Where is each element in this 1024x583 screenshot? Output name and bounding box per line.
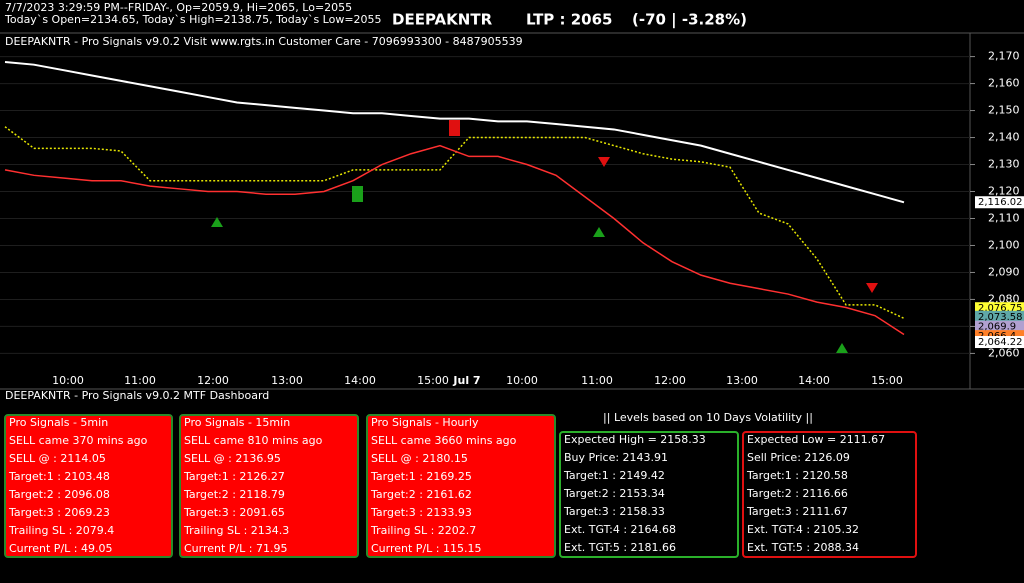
x-tick-label: 14:00 (798, 374, 830, 387)
price-tag-label: 2,116.02 (978, 197, 1023, 208)
price-tag (975, 320, 1024, 333)
y-tick-label: 2,170 (988, 50, 1020, 63)
x-tick-label: 12:00 (197, 374, 229, 387)
series-line (4, 126, 905, 320)
y-tick-label: 2,100 (988, 238, 1020, 251)
panel-row: Target:1 : 2169.25 (370, 470, 472, 483)
panel (366, 414, 556, 558)
panel-row: Target:3 : 2158.33 (563, 505, 665, 518)
price-tag-label: 2,069.9 (978, 322, 1016, 333)
y-tick-label: 2,140 (988, 131, 1020, 144)
panel-row: SELL @ : 2136.95 (184, 452, 281, 465)
price-tag-label: 2,076.75 (978, 303, 1023, 314)
header-line2: Today`s Open=2134.65, Today`s High=2138.… (4, 13, 382, 26)
panel-row: Ext. TGT:4 : 2164.68 (564, 523, 676, 536)
panel-title: Pro Signals - 5min (9, 416, 108, 429)
panel-title: Pro Signals - Hourly (371, 416, 479, 429)
x-tick-label: 12:00 (654, 374, 686, 387)
y-tick-label: 2,160 (988, 77, 1020, 90)
panel-row: Target:2 : 2118.79 (183, 488, 285, 501)
panel (179, 414, 359, 558)
panel-row: Ext. TGT:4 : 2105.32 (747, 523, 859, 536)
panel-row: Target:1 : 2103.48 (8, 470, 110, 483)
series-line (4, 144, 905, 336)
panel-row: Target:3 : 2111.67 (746, 505, 848, 518)
panel (4, 414, 173, 558)
x-tick-label: 10:00 (506, 374, 538, 387)
panel-row: SELL @ : 2180.15 (371, 452, 468, 465)
x-tick-label: 14:00 (344, 374, 376, 387)
panel (742, 431, 917, 558)
panel-title: Expected Low = 2111.67 (747, 433, 885, 446)
panel-row: SELL came 810 mins ago (184, 434, 323, 447)
panel-row: Ext. TGT:5 : 2181.66 (564, 541, 676, 554)
symbol: DEEPAKNTR (392, 11, 493, 29)
buy-arrow (352, 186, 363, 202)
y-tick-label: 2,120 (988, 185, 1020, 198)
header-line1: 7/7/2023 3:29:59 PM--FRIDAY-, Op=2059.9,… (5, 1, 352, 14)
price-tag-label: 2,073.58 (978, 312, 1023, 323)
x-tick-label: 13:00 (271, 374, 303, 387)
panel-row: Trailing SL : 2202.7 (370, 524, 476, 537)
panel-row: Target:2 : 2096.08 (8, 488, 110, 501)
panel-row: Current P/L : 49.05 (9, 542, 112, 555)
panel-row: Target:2 : 2161.62 (370, 488, 472, 501)
x-tick-label: Jul 7 (452, 374, 480, 387)
x-tick-label: 13:00 (726, 374, 758, 387)
panel-row: Target:1 : 2126.27 (183, 470, 285, 483)
panel-row: Ext. TGT:5 : 2088.34 (747, 541, 859, 554)
change: (-70 | -3.28%) (632, 11, 747, 30)
buy-marker (211, 217, 223, 227)
y-tick-label: 2,060 (988, 346, 1020, 359)
panel-row: Sell Price: 2126.09 (747, 451, 850, 464)
sell-arrow (449, 120, 460, 136)
plot: 2,170 2,160 2,150 2,140 2,130 2,120 2,110 2,100… (0, 50, 1024, 387)
y-tick-label: 2,080 (988, 292, 1020, 305)
panel-row: Target:1 : 2120.58 (746, 469, 848, 482)
series-line (4, 60, 905, 204)
ltp: LTP : 2065 (526, 11, 613, 29)
levels-title: || Levels based on 10 Days Volatility || (603, 411, 813, 424)
panel-row: Target:3 : 2069.23 (8, 506, 110, 519)
panel-row: SELL @ : 2114.05 (9, 452, 106, 465)
panel-row: Target:3 : 2133.93 (370, 506, 472, 519)
panel-row: Trailing SL : 2079.4 (8, 524, 114, 537)
price-tag-label: 2,064.22 (978, 337, 1023, 348)
panel-row: Trailing SL : 2134.3 (183, 524, 289, 537)
panel-title: Pro Signals - 15min (184, 416, 290, 429)
sell-marker (598, 157, 610, 167)
x-tick-label: 15:00 (417, 374, 449, 387)
chart-subtitle: DEEPAKNTR - Pro Signals v9.0.2 Visit www… (5, 35, 523, 48)
x-tick-label: 15:00 (871, 374, 903, 387)
price-tag (975, 310, 1024, 323)
panel-title: Expected High = 2158.33 (564, 433, 706, 446)
x-tick-label: 11:00 (124, 374, 156, 387)
y-tick-label: 2,090 (988, 265, 1020, 278)
panel-row: Current P/L : 71.95 (184, 542, 287, 555)
sell-marker (866, 283, 878, 293)
y-tick-label: 2,130 (988, 158, 1020, 171)
x-tick-label: 11:00 (581, 374, 613, 387)
panel-row: Target:2 : 2116.66 (746, 487, 848, 500)
buy-marker (593, 227, 605, 237)
dashboard-title: DEEPAKNTR - Pro Signals v9.0.2 MTF Dashb… (5, 389, 269, 402)
panel-row: SELL came 3660 mins ago (371, 434, 517, 447)
price-tag (975, 336, 1024, 349)
panel-row: Current P/L : 115.15 (371, 542, 481, 555)
buy-marker (836, 343, 848, 353)
panel-row: Target:3 : 2091.65 (183, 506, 285, 519)
x-tick-label: 10:00 (52, 374, 84, 387)
y-tick-label: 2,150 (988, 104, 1020, 117)
y-tick-label: 2,110 (988, 211, 1020, 224)
panel-row: Buy Price: 2143.91 (564, 451, 668, 464)
panel-row: SELL came 370 mins ago (9, 434, 148, 447)
price-tag (975, 196, 1024, 209)
dashboard: Pro Signals - 5min SELL came 370 mins ago… (4, 414, 917, 558)
panel (559, 431, 739, 558)
panel-row: Target:2 : 2153.34 (563, 487, 665, 500)
panel-row: Target:1 : 2149.42 (563, 469, 665, 482)
